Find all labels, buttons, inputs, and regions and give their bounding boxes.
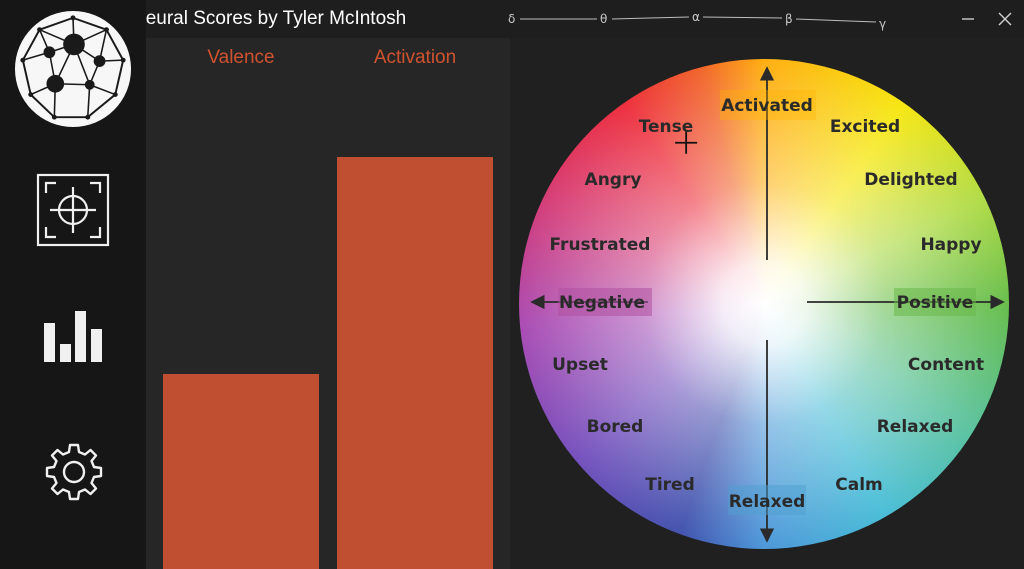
sidebar-item-stats[interactable] <box>43 310 103 362</box>
band-delta: δ <box>508 12 515 26</box>
sidebar-item-settings[interactable] <box>44 442 104 502</box>
axis-label-left: Negative <box>559 293 645 313</box>
app-title: Neural Scores by Tyler McIntosh <box>132 8 407 29</box>
band-gamma: γ <box>879 17 886 31</box>
emotion-label: Frustrated <box>550 235 651 255</box>
crosshair-cursor-icon[interactable] <box>675 131 698 154</box>
activation-bar <box>337 156 493 569</box>
axis-label-top: Activated <box>721 96 813 116</box>
close-icon <box>998 12 1012 26</box>
emotion-label: Delighted <box>864 170 957 190</box>
emotion-label: Tense <box>639 117 694 137</box>
valence-label: Valence <box>207 47 275 68</box>
band-beta: β <box>785 12 793 26</box>
emotion-label: Angry <box>585 170 642 190</box>
frequency-band-strip: δ θ α β γ <box>508 10 886 31</box>
close-button[interactable] <box>994 8 1016 30</box>
bar-chart-icon <box>44 311 102 362</box>
title-bar: Neural Scores by Tyler McIntosh δ θ α β … <box>0 0 1024 38</box>
target-icon <box>36 173 110 247</box>
emotion-label: Excited <box>830 117 900 137</box>
valence-bar <box>163 373 319 569</box>
emotion-label: Content <box>908 355 984 375</box>
emotion-label: Relaxed <box>877 417 954 437</box>
sidebar <box>0 0 146 569</box>
axis-label-right: Positive <box>897 293 974 313</box>
axis-label-bottom: Relaxed <box>729 492 806 512</box>
band-alpha: α <box>692 10 700 24</box>
gear-icon <box>45 443 103 501</box>
emotion-label: Bored <box>587 417 644 437</box>
activation-label: Activation <box>373 47 457 68</box>
emotion-wheel-panel: Activated Relaxed Negative Positive Tens… <box>510 38 1024 569</box>
minimize-button[interactable] <box>957 8 979 30</box>
sidebar-item-target[interactable] <box>36 173 110 247</box>
scores-panel: Valence Activation <box>146 38 510 569</box>
emotion-label: Happy <box>920 235 981 255</box>
band-theta: θ <box>600 12 607 26</box>
neural-network-logo <box>14 10 132 128</box>
emotion-label: Calm <box>835 475 883 495</box>
emotion-label: Tired <box>645 475 695 495</box>
emotion-label: Upset <box>552 355 608 375</box>
emotion-wheel-overlay: Activated Relaxed Negative Positive Tens… <box>530 66 1005 543</box>
